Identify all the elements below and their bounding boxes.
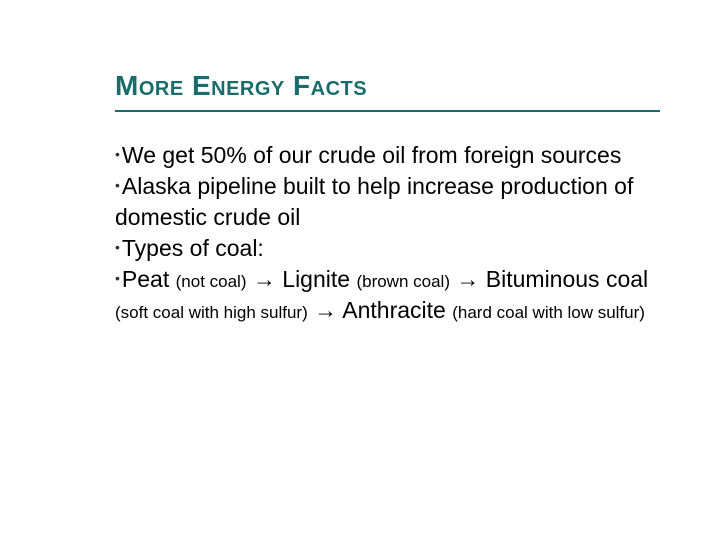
coal-name: Peat <box>122 266 169 292</box>
coal-note: (brown coal) <box>356 272 450 291</box>
bullet-item: •Peat (not coal) → Lignite (brown coal) … <box>115 266 648 323</box>
arrow-icon: → <box>314 297 337 323</box>
coal-note: (not coal) <box>176 272 247 291</box>
slide-title: More Energy Facts <box>115 70 660 112</box>
bullet-item: •We get 50% of our crude oil from foreig… <box>115 142 621 168</box>
coal-note: (hard coal with low sulfur) <box>452 303 645 322</box>
bullet-mark-icon: • <box>115 146 120 162</box>
slide: More Energy Facts •We get 50% of our cru… <box>0 0 720 540</box>
coal-name: Lignite <box>282 266 350 292</box>
coal-name: Bituminous coal <box>486 266 648 292</box>
bullet-mark-icon: • <box>115 177 120 193</box>
bullet-item: •Types of coal: <box>115 235 264 261</box>
bullet-item: •Alaska pipeline built to help increase … <box>115 173 633 230</box>
arrow-icon: → <box>253 266 276 292</box>
slide-body: •We get 50% of our crude oil from foreig… <box>115 140 660 326</box>
bullet-mark-icon: • <box>115 239 120 255</box>
coal-note: (soft coal with high sulfur) <box>115 303 308 322</box>
bullet-mark-icon: • <box>115 270 120 286</box>
bullet-text: Alaska pipeline built to help increase p… <box>115 173 633 230</box>
bullet-text: We get 50% of our crude oil from foreign… <box>122 142 621 168</box>
bullet-text: Types of coal: <box>122 235 264 261</box>
coal-name: Anthracite <box>342 297 446 323</box>
arrow-icon: → <box>456 266 479 292</box>
